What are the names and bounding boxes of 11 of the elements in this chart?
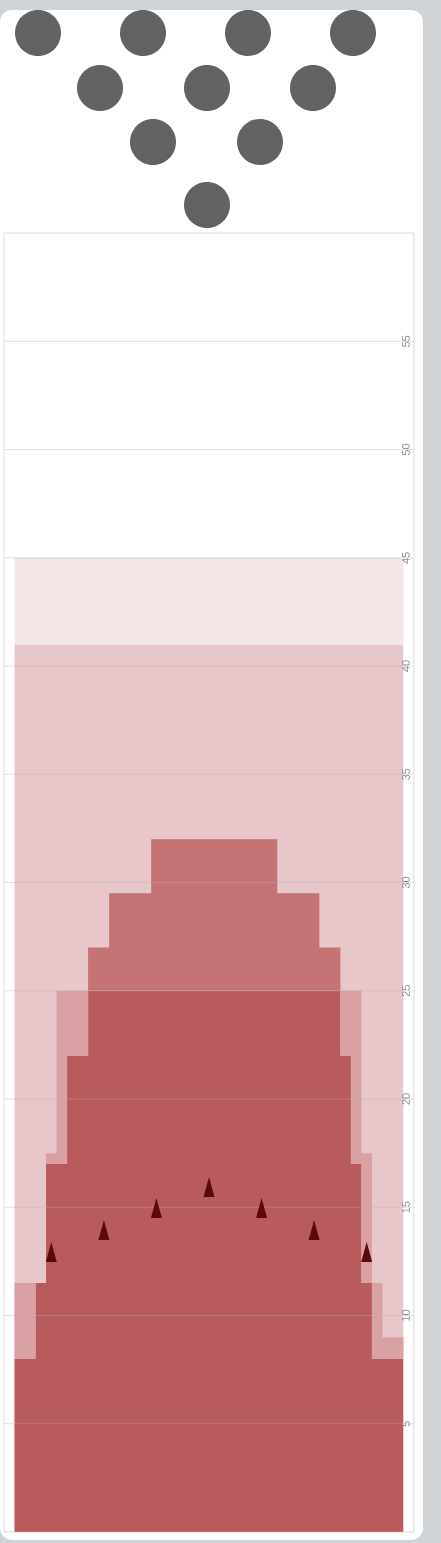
y-tick-label: 15 xyxy=(402,1201,410,1213)
y-tick-label: 35 xyxy=(402,768,410,780)
y-tick-label: 45 xyxy=(402,552,410,564)
y-tick-label: 25 xyxy=(402,985,410,997)
y-tick-label: 50 xyxy=(402,443,410,456)
y-tick-label: 55 xyxy=(402,335,410,347)
y-tick-label: 30 xyxy=(402,876,410,889)
y-tick-label: 5 xyxy=(402,1421,410,1427)
y-tick-label: 20 xyxy=(402,1093,410,1105)
y-tick-label: 10 xyxy=(402,1309,410,1321)
y-tick-label: 40 xyxy=(402,660,410,672)
